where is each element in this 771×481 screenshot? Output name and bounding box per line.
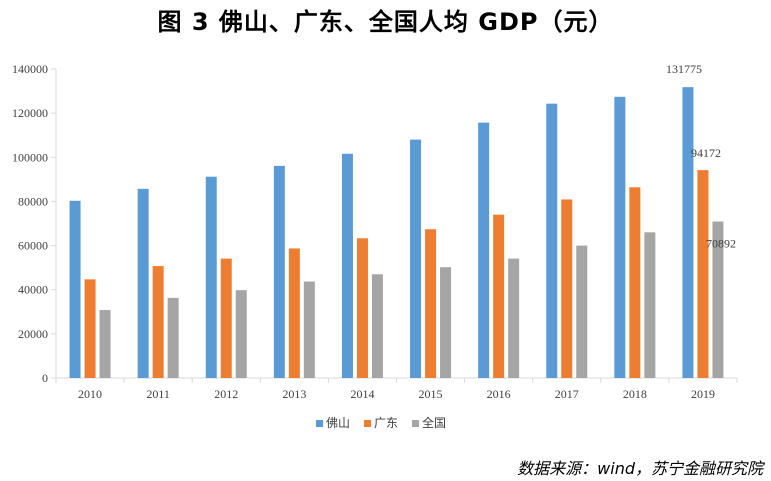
x-tick-label: 2019 <box>691 387 715 401</box>
y-tick-label: 80000 <box>18 194 48 208</box>
x-tick-label: 2014 <box>350 387 374 401</box>
y-tick-label: 100000 <box>12 150 48 164</box>
bar-全国-2011 <box>167 297 179 378</box>
bar-佛山-2017 <box>546 103 558 378</box>
x-tick-label: 2012 <box>214 387 238 401</box>
bar-全国-2018 <box>644 232 656 378</box>
x-tick-label: 2018 <box>623 387 647 401</box>
chart-title: 图 3 佛山、广东、全国人均 GDP（元） <box>157 8 614 36</box>
bar-佛山-2018 <box>614 96 626 378</box>
bar-佛山-2016 <box>478 122 490 378</box>
x-tick-label: 2010 <box>78 387 102 401</box>
bar-全国-2012 <box>235 290 247 378</box>
bar-广东-2017 <box>561 199 573 378</box>
x-tick-label: 2017 <box>555 387 579 401</box>
bar-全国-2013 <box>303 281 315 378</box>
bar-佛山-2014 <box>341 153 353 378</box>
bars <box>69 87 724 378</box>
bar-佛山-2013 <box>273 165 285 378</box>
bar-佛山-2012 <box>205 176 217 378</box>
bar-佛山-2019 <box>682 87 694 378</box>
source-note: 数据来源：wind，苏宁金融研究院 <box>517 459 763 478</box>
bar-广东-2016 <box>493 214 505 378</box>
bar-广东-2012 <box>220 258 232 378</box>
bar-广东-2011 <box>152 266 164 378</box>
bar-广东-2010 <box>84 279 96 378</box>
y-tick-label: 60000 <box>18 239 48 253</box>
legend-label: 佛山 <box>326 416 350 430</box>
bar-广东-2019 <box>697 170 709 378</box>
axes: 0 20000 40000 60000 80000 100000 120000 140000 2… <box>12 62 738 401</box>
legend-swatch-全国 <box>412 420 419 427</box>
bar-广东-2014 <box>356 238 368 378</box>
legend-label: 全国 <box>422 415 446 430</box>
bar-全国-2019 <box>712 221 724 378</box>
bar-广东-2018 <box>629 187 641 378</box>
bar-全国-2017 <box>576 245 588 378</box>
y-tick-label: 140000 <box>12 62 48 76</box>
data-label: 94172 <box>691 146 721 160</box>
y-tick-label: 0 <box>42 371 48 385</box>
legend-swatch-广东 <box>364 420 371 427</box>
data-label: 70892 <box>706 237 736 251</box>
bar-佛山-2011 <box>137 188 149 378</box>
legend-label: 广东 <box>374 416 398 430</box>
bar-全国-2010 <box>99 310 111 378</box>
y-tick-label: 120000 <box>12 106 48 120</box>
x-tick-label: 2011 <box>146 387 170 401</box>
y-tick-label: 40000 <box>18 283 48 297</box>
x-tick-label: 2013 <box>282 387 306 401</box>
bar-全国-2015 <box>440 267 452 378</box>
data-labels: 131775 94172 70892 <box>666 62 736 250</box>
bar-全国-2014 <box>371 274 383 378</box>
legend-swatch-佛山 <box>316 420 323 427</box>
data-label: 131775 <box>666 62 702 76</box>
bar-全国-2016 <box>508 258 520 378</box>
bar-广东-2015 <box>425 229 437 378</box>
x-tick-label: 2016 <box>487 387 511 401</box>
x-tick-label: 2015 <box>419 387 443 401</box>
bar-佛山-2015 <box>410 139 422 378</box>
y-tick-label: 20000 <box>18 327 48 341</box>
bar-佛山-2010 <box>69 200 81 378</box>
bar-广东-2013 <box>288 248 300 378</box>
legend: 佛山 广东 全国 <box>316 415 446 430</box>
